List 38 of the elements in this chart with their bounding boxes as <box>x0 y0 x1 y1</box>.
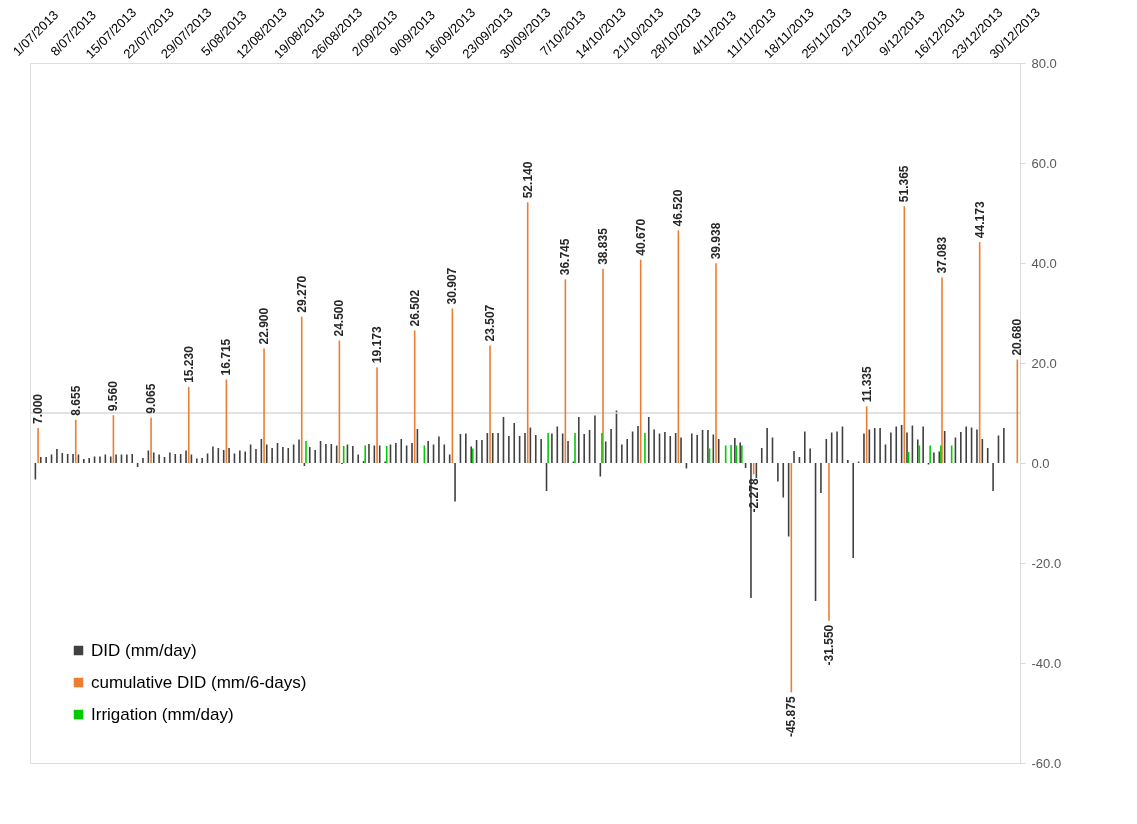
y-tick-label: -60.0 <box>1031 755 1062 771</box>
y-tick-label: 40.0 <box>1031 255 1057 271</box>
y-tick-label: 20.0 <box>1031 355 1057 371</box>
data-label: 7.000 <box>31 393 46 424</box>
data-label: 20.680 <box>1010 318 1025 356</box>
data-label: 38.835 <box>596 227 611 265</box>
data-label: 26.502 <box>407 289 422 327</box>
data-label: 9.560 <box>106 380 121 412</box>
data-label: 36.745 <box>558 238 573 276</box>
data-label: 19.173 <box>370 326 385 364</box>
y-tick-label: -20.0 <box>1031 555 1062 571</box>
y-tick-label: -40.0 <box>1031 655 1062 671</box>
data-label: 51.365 <box>897 165 912 203</box>
y-tick-label: 80.0 <box>1031 55 1057 71</box>
legend-label: Irrigation (mm/day) <box>91 704 234 724</box>
data-label: 39.938 <box>709 222 724 260</box>
data-label: -2.278 <box>746 478 761 513</box>
y-tick-label: 60.0 <box>1031 155 1057 171</box>
data-label: 15.230 <box>181 345 196 383</box>
data-label: 46.520 <box>671 189 686 227</box>
data-label: 40.670 <box>633 218 648 256</box>
data-label: 22.900 <box>257 307 272 345</box>
data-label: 30.907 <box>445 267 460 305</box>
data-label: -31.550 <box>822 624 836 666</box>
data-label: 9.065 <box>144 383 159 414</box>
data-label: 37.083 <box>934 236 949 274</box>
data-label: 16.715 <box>219 338 234 376</box>
data-label: 11.335 <box>859 365 874 403</box>
data-label: -45.875 <box>784 696 799 738</box>
data-label: 52.140 <box>520 161 535 199</box>
data-label: 44.173 <box>972 201 987 239</box>
data-label: 8.655 <box>68 385 83 416</box>
legend-label: cumulative DID (mm/6-days) <box>91 672 307 692</box>
y-tick-label: 0.0 <box>1031 455 1050 471</box>
legend-label: DID (mm/day) <box>91 640 197 660</box>
data-label: 23.507 <box>483 304 498 342</box>
data-label: 29.270 <box>294 275 309 313</box>
data-label: 24.500 <box>332 299 347 337</box>
